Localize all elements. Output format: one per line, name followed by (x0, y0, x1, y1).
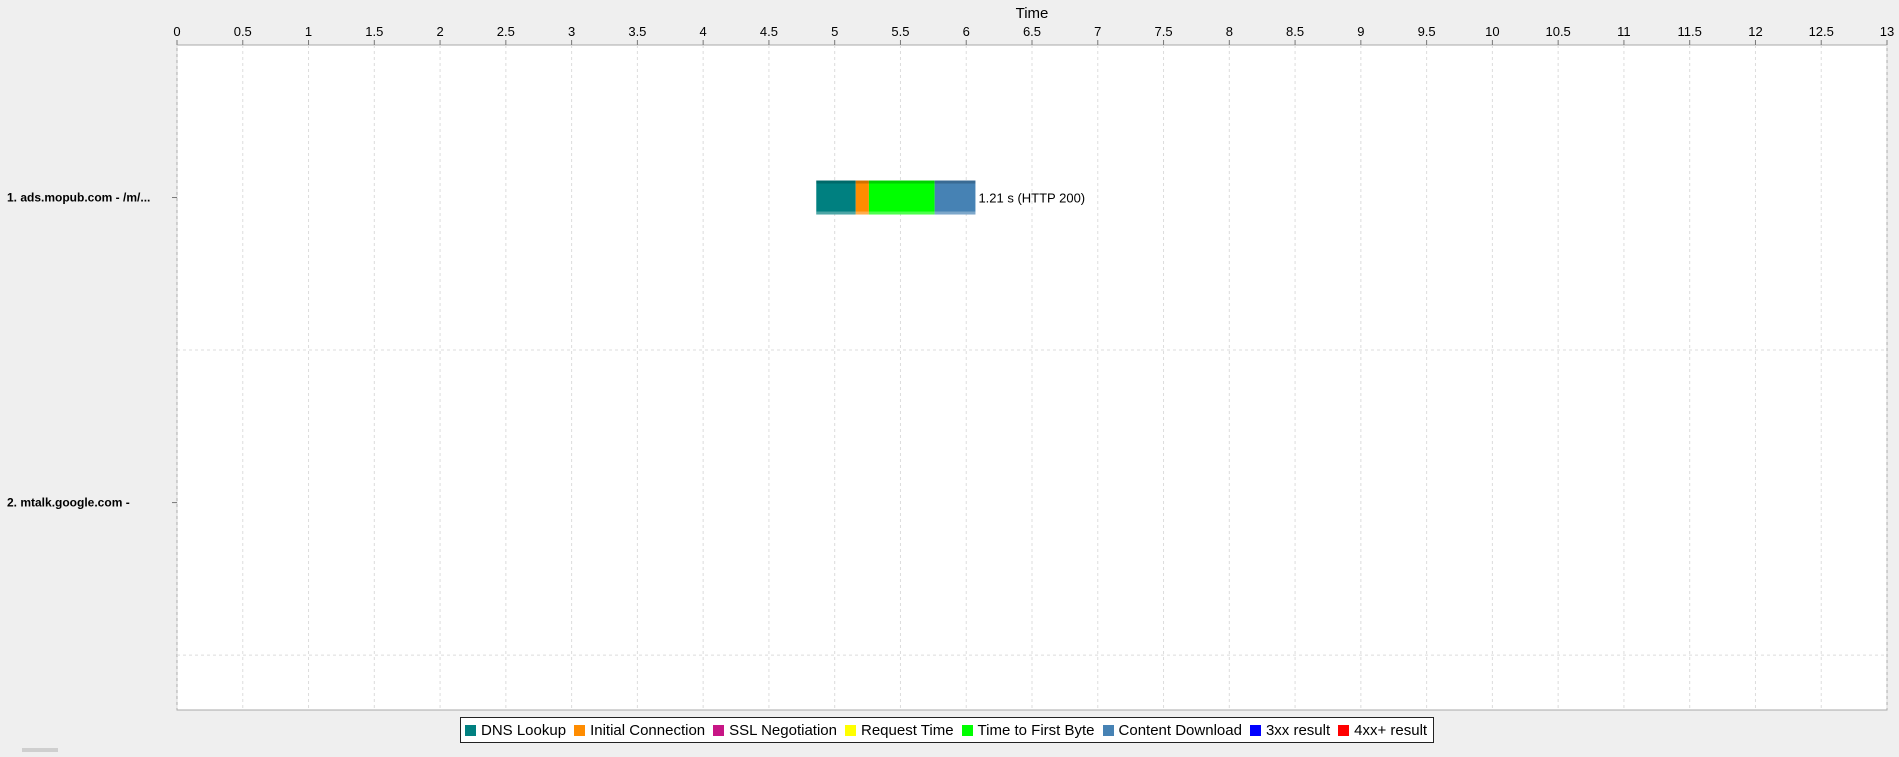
bar-segment-top-edge (868, 180, 935, 184)
x-tick-label: 8.5 (1286, 24, 1304, 39)
category-label: 1. ads.mopub.com - /m/... (7, 191, 150, 205)
bar-segment (855, 180, 869, 215)
legend-swatch-dns (465, 724, 476, 736)
x-tick-label: 0 (173, 24, 180, 39)
bar-segment-fill (934, 180, 976, 215)
category-label: 2. mtalk.google.com - (7, 496, 130, 510)
bar-segment-fill (855, 180, 869, 215)
bar-segment-fill (816, 180, 856, 215)
x-tick-label: 12 (1748, 24, 1762, 39)
bar-annotation: 1.21 s (HTTP 200) (978, 191, 1085, 206)
legend-item-3xx: 3xx result (1249, 721, 1331, 739)
legend-item-ssl: SSL Negotiation (713, 722, 837, 739)
bar-segment-fill (868, 180, 935, 215)
x-tick-label: 6 (963, 24, 970, 39)
x-tick-label: 13 (1880, 24, 1894, 39)
x-tick-label: 7.5 (1154, 24, 1172, 39)
x-tick-label: 9 (1357, 24, 1364, 39)
bar-segment (934, 180, 976, 215)
legend-item-4xx: 4xx+ result (1338, 722, 1427, 739)
x-tick-label: 10 (1485, 24, 1499, 39)
legend-swatch-initial-connection (574, 724, 586, 736)
x-tick-label: 12.5 (1809, 24, 1834, 39)
x-tick-label: 3.5 (628, 24, 646, 39)
x-tick-label: 3 (568, 24, 575, 39)
horizontal-scrollbar-thumb[interactable] (22, 748, 58, 752)
bar-segment-bottom-edge (816, 211, 856, 215)
x-tick-label: 11 (1617, 24, 1631, 39)
bar-segment-top-edge (934, 180, 976, 184)
bar-segment (868, 180, 935, 215)
legend-label-content-download: Content Download (1118, 721, 1242, 739)
x-axis-title: Time (1016, 5, 1049, 22)
chart-legend: DNS Lookup Initial Connection SSL Negoti… (460, 717, 1435, 743)
legend-item-request-time: Request Time (845, 722, 954, 739)
x-tick-label: 7 (1094, 24, 1101, 39)
x-tick-label: 8 (1226, 24, 1233, 39)
y-axis-categories: 1. ads.mopub.com - /m/... 2. mtalk.google… (7, 191, 177, 510)
x-tick-label: 2.5 (497, 24, 515, 39)
legend-swatch-content-download (1102, 724, 1114, 736)
x-tick-label: 11.5 (1678, 24, 1702, 39)
legend-item-content-download: Content Download (1102, 721, 1242, 739)
x-axis-ticks: 0 0.5 1 1.5 2 2.5 3 3.5 4 4.5 5 5.5 6 6.5 7 7.5 8 8.5 9 9.5… (173, 24, 1894, 45)
legend-swatch-request-time (845, 724, 856, 736)
legend-label-request-time: Request Time (861, 721, 954, 739)
legend-label-dns: DNS Lookup (481, 721, 567, 739)
legend-label-3xx: 3xx result (1265, 721, 1331, 739)
bar-segment (816, 180, 856, 215)
grid-lines (176, 45, 1888, 710)
legend-label-ssl: SSL Negotiation (729, 721, 837, 739)
x-tick-label: 5 (831, 24, 838, 39)
bar-segment-top-edge (855, 180, 869, 184)
x-tick-label: 2 (436, 24, 443, 39)
legend-label-4xx: 4xx+ result (1354, 721, 1428, 739)
legend-swatch-4xx (1338, 724, 1350, 736)
bar-segment-bottom-edge (855, 211, 869, 215)
legend-item-dns: DNS Lookup (465, 722, 566, 739)
x-tick-label: 1 (305, 24, 312, 39)
x-tick-label: 6.5 (1023, 24, 1041, 39)
legend-swatch-3xx (1249, 724, 1261, 736)
legend-swatch-ttfb (961, 724, 973, 736)
request-bars: 1.21 s (HTTP 200) (816, 180, 1085, 215)
legend-label-initial-connection: Initial Connection (590, 721, 706, 739)
x-tick-label: 10.5 (1545, 24, 1570, 39)
x-tick-label: 4 (700, 24, 707, 39)
bar-segment-top-edge (816, 180, 856, 184)
legend-label-ttfb: Time to First Byte (977, 721, 1095, 739)
bar-segment-bottom-edge (868, 211, 935, 215)
x-tick-label: 5.5 (891, 24, 909, 39)
legend-swatch-ssl (713, 724, 725, 736)
legend-item-initial-connection: Initial Connection (574, 722, 705, 739)
x-tick-label: 9.5 (1418, 24, 1436, 39)
x-tick-label: 4.5 (760, 24, 778, 39)
x-tick-label: 1.5 (365, 24, 383, 39)
x-tick-label: 0.5 (234, 24, 252, 39)
bar-segment-bottom-edge (934, 211, 976, 215)
legend-item-ttfb: Time to First Byte (961, 721, 1095, 739)
